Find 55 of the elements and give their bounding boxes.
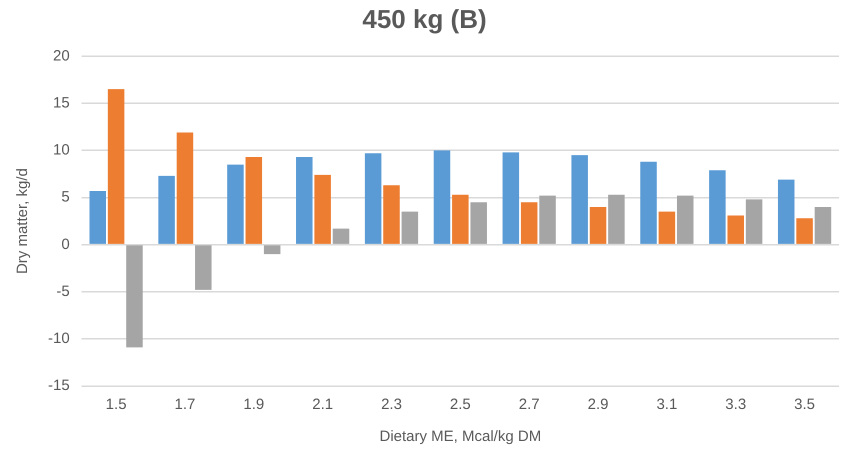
bar — [246, 157, 262, 244]
x-tick-label: 2.9 — [588, 396, 608, 414]
bar — [402, 212, 418, 244]
bar — [176, 132, 194, 244]
y-axis-title: Dry matter, kg/d — [14, 168, 32, 274]
bar — [502, 152, 520, 244]
bar — [158, 176, 175, 244]
bar — [608, 194, 625, 244]
y-tick-label: -10 — [48, 330, 70, 348]
bar — [814, 206, 832, 244]
bar — [709, 170, 726, 244]
bar — [227, 164, 244, 244]
bar — [470, 202, 487, 244]
bar — [640, 162, 657, 244]
bar — [126, 245, 143, 348]
x-tick-label: 3.5 — [794, 396, 816, 414]
bar — [520, 202, 538, 244]
y-tick-label: 0 — [61, 236, 70, 253]
bar — [590, 206, 606, 244]
y-tick-label: 10 — [52, 142, 70, 159]
y-tick-label: -15 — [48, 377, 70, 394]
bar — [658, 212, 676, 244]
bar — [296, 157, 313, 244]
bar — [778, 180, 794, 244]
bar — [571, 155, 588, 244]
bar — [264, 245, 280, 254]
chart-title: 450 kg (B) — [362, 4, 487, 34]
bar — [434, 150, 450, 244]
bar — [108, 89, 124, 244]
x-tick-label: 2.7 — [518, 396, 540, 414]
x-tick-label: 1.9 — [243, 396, 264, 414]
x-tick-label: 1.7 — [174, 396, 196, 414]
x-axis-title: Dietary ME, Mcal/kg DM — [379, 428, 542, 446]
bar — [746, 199, 762, 244]
y-tick-label: -5 — [56, 282, 70, 300]
x-tick-label: 3.1 — [656, 396, 678, 414]
x-tick-label: 3.3 — [725, 396, 746, 414]
x-tick-label: 2.1 — [312, 396, 334, 414]
y-tick-label: 5 — [61, 188, 70, 206]
bar — [452, 194, 469, 244]
x-tick-label: 2.5 — [450, 396, 471, 414]
x-tick-label: 1.5 — [106, 396, 127, 414]
bar — [314, 174, 331, 244]
bar — [539, 196, 556, 244]
y-tick-label: 15 — [52, 94, 70, 112]
bar — [364, 153, 382, 244]
y-tick-label: 20 — [52, 47, 70, 64]
bar — [195, 245, 212, 290]
bar — [676, 196, 694, 244]
bar — [332, 228, 350, 244]
bar — [727, 215, 744, 244]
bar — [796, 218, 813, 244]
x-tick-label: 2.3 — [381, 396, 402, 414]
bar — [89, 190, 106, 244]
bar — [383, 185, 400, 244]
